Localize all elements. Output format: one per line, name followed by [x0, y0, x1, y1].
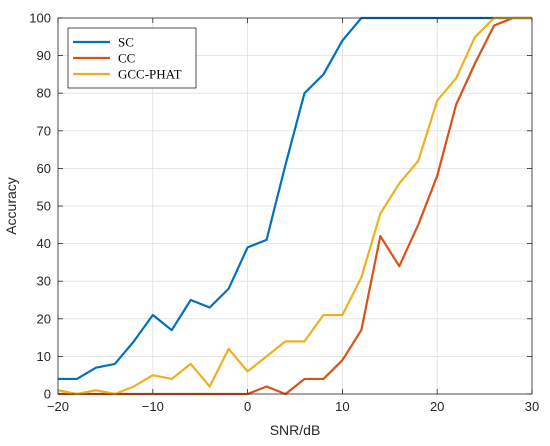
y-tick-label: 90	[37, 48, 51, 63]
y-tick-label: 70	[37, 123, 51, 138]
y-tick-label: 20	[37, 311, 51, 326]
x-tick-label: −10	[142, 399, 164, 414]
y-tick-label: 60	[37, 161, 51, 176]
x-tick-label: 20	[430, 399, 444, 414]
x-tick-label: 10	[335, 399, 349, 414]
x-tick-label: 0	[244, 399, 251, 414]
x-tick-label: −20	[47, 399, 69, 414]
x-axis-label: SNR/dB	[270, 422, 321, 438]
y-tick-label: 40	[37, 236, 51, 251]
y-axis-ticks: 0 10 20 30 40 50 60 70 80 90 100	[29, 11, 532, 402]
legend-label-gcc-phat: GCC-PHAT	[118, 67, 182, 82]
x-axis-ticks: −20 −10 0 10 20 30	[47, 18, 539, 414]
legend-label-sc: SC	[118, 35, 134, 50]
x-tick-label: 30	[525, 399, 539, 414]
y-tick-label: 10	[37, 349, 51, 364]
y-tick-label: 50	[37, 199, 51, 214]
series-line-gcc-phat	[57, 16, 532, 396]
legend: SC CC GCC-PHAT	[67, 27, 197, 89]
y-tick-label: 100	[29, 11, 51, 26]
y-tick-label: 30	[37, 274, 51, 289]
y-tick-label: 0	[44, 387, 51, 402]
plot-frame	[57, 17, 533, 395]
y-axis-label: Accuracy	[3, 177, 19, 235]
y-tick-label: 80	[37, 86, 51, 101]
legend-label-cc: CC	[118, 51, 135, 66]
